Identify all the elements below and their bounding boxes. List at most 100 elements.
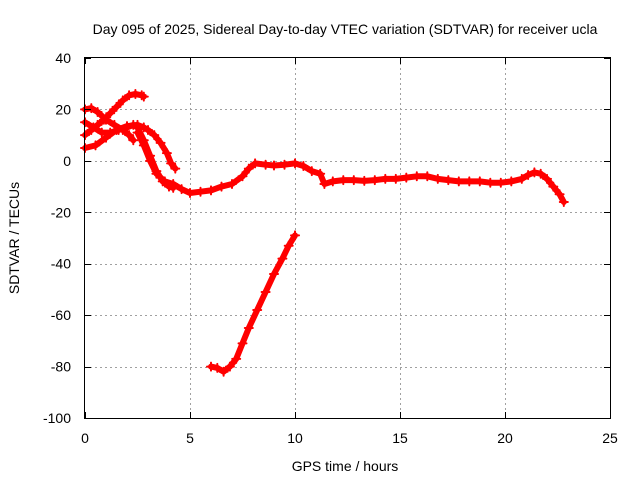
data-point [138, 140, 149, 151]
data-point [390, 173, 401, 184]
data-point [279, 159, 290, 170]
data-series [80, 89, 569, 377]
data-point [218, 366, 229, 377]
data-point [443, 175, 454, 186]
data-point [422, 171, 433, 182]
y-tick-label: -80 [51, 359, 71, 375]
data-point [432, 173, 443, 184]
x-tick-label: 15 [392, 430, 408, 446]
data-point [283, 240, 294, 251]
data-point [411, 171, 422, 182]
data-point [92, 107, 103, 117]
data-point [130, 89, 141, 99]
series-track-e [132, 127, 569, 207]
data-point [237, 171, 248, 182]
series-track-f [206, 230, 300, 377]
data-point [98, 114, 109, 125]
data-point [231, 353, 242, 364]
data-point [151, 168, 162, 179]
y-tick-label: -100 [43, 410, 71, 426]
data-point [170, 163, 181, 174]
data-point [90, 140, 101, 151]
data-point [243, 323, 254, 333]
data-point [149, 130, 160, 141]
y-tick-label: -60 [51, 307, 71, 323]
data-point [159, 176, 170, 187]
data-point [290, 230, 300, 241]
data-point [319, 179, 330, 189]
x-tick-label: 0 [81, 430, 89, 446]
data-point [359, 175, 370, 186]
y-tick-label: 0 [63, 153, 71, 169]
data-point [327, 176, 338, 187]
data-point [185, 188, 195, 198]
data-point [269, 269, 279, 279]
data-point [401, 172, 412, 183]
data-point [306, 166, 317, 177]
data-point [252, 305, 263, 315]
x-tick-label: 5 [186, 430, 194, 446]
data-point [111, 125, 122, 135]
data-point [485, 177, 496, 188]
data-point [86, 103, 97, 114]
data-point [166, 158, 177, 169]
data-point [237, 338, 248, 349]
data-point [122, 121, 132, 132]
x-tick-label: 10 [287, 430, 303, 446]
data-point [88, 122, 99, 133]
data-point [124, 90, 135, 101]
data-point [348, 175, 359, 186]
data-point [96, 127, 107, 138]
data-point [338, 175, 349, 186]
data-point [145, 155, 156, 166]
data-point [453, 176, 464, 187]
data-point [128, 135, 139, 146]
x-axis-label: GPS time / hours [292, 458, 399, 474]
y-tick-label: 40 [55, 50, 71, 66]
data-point [474, 176, 485, 187]
data-point [290, 158, 300, 169]
data-point [138, 91, 149, 102]
data-point [529, 167, 540, 178]
data-point [277, 253, 288, 264]
data-point [554, 189, 565, 200]
plot-frame [84, 57, 611, 419]
data-point [369, 175, 380, 186]
data-point [315, 168, 326, 179]
y-tick-label: -40 [51, 256, 71, 272]
data-point [117, 95, 128, 106]
data-point [212, 362, 223, 373]
data-point [260, 159, 271, 170]
data-point [535, 168, 546, 179]
data-point [206, 361, 216, 372]
data-point [227, 179, 237, 189]
data-point [124, 130, 135, 141]
data-point [516, 173, 527, 184]
chart-title: Day 095 of 2025, Sidereal Day-to-day VTE… [93, 21, 598, 37]
x-tick-label: 20 [497, 430, 513, 446]
data-point [260, 287, 271, 297]
data-point [506, 176, 517, 187]
data-point [542, 173, 552, 184]
data-point [464, 176, 475, 187]
data-point [132, 119, 143, 130]
x-tick-label: 25 [602, 430, 618, 446]
data-point [176, 184, 187, 195]
data-point [109, 119, 120, 130]
data-point [269, 160, 279, 171]
data-point [132, 127, 143, 138]
y-tick-label: 20 [55, 101, 71, 117]
data-point [101, 132, 111, 143]
data-point [111, 101, 122, 112]
data-point [155, 137, 166, 148]
data-point [168, 179, 179, 189]
data-point [250, 158, 261, 169]
data-point [206, 185, 216, 196]
data-point [243, 163, 254, 174]
data-point [380, 173, 391, 184]
data-point [195, 186, 206, 197]
y-axis-label: SDTVAR / TECUs [6, 182, 22, 294]
data-point [298, 161, 309, 171]
gridlines [85, 58, 610, 418]
